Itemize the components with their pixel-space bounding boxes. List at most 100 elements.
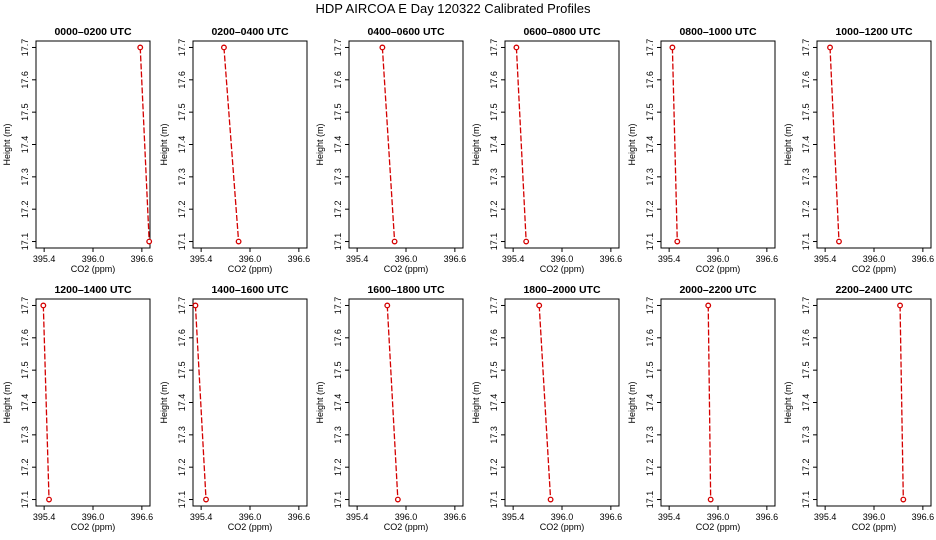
- y-tick-label: 17.6: [801, 329, 811, 347]
- panel-9: 1600–1800 UTC 395.4 396.0 396.6 17.1 17.2 17.3…: [315, 284, 466, 532]
- y-tick-label: 17.4: [489, 136, 499, 154]
- panel-3: 0400–0600 UTC 395.4 396.0 396.6 17.1 17.2 17.3…: [315, 26, 466, 274]
- y-tick-label: 17.4: [20, 136, 30, 154]
- x-axis-label: CO2 (ppm): [540, 264, 585, 274]
- x-tick-label: 396.6: [756, 254, 779, 264]
- y-tick-label: 17.2: [645, 200, 655, 218]
- data-point: [674, 238, 681, 245]
- y-tick-label: 17.7: [177, 39, 187, 57]
- y-tick-label: 17.3: [801, 168, 811, 186]
- y-tick-label: 17.4: [801, 136, 811, 154]
- profile-line: [223, 47, 240, 242]
- panel-title: 1400–1600 UTC: [211, 284, 288, 296]
- profile-line: [139, 47, 150, 242]
- panel-10: 1800–2000 UTC 395.4 396.0 396.6 17.1 17.2 17.3…: [471, 284, 622, 532]
- x-tick-label: 396.0: [863, 254, 886, 264]
- y-tick-label: 17.2: [177, 458, 187, 476]
- y-axis-label: Height (m): [783, 381, 793, 423]
- x-tick-label: 396.6: [288, 512, 311, 522]
- data-point: [146, 238, 153, 245]
- data-point: [669, 44, 676, 51]
- y-tick-label: 17.1: [489, 491, 499, 509]
- x-tick-label: 395.4: [33, 254, 56, 264]
- y-tick-label: 17.6: [801, 71, 811, 89]
- data-point: [523, 238, 530, 245]
- plot-frame: [660, 298, 776, 507]
- data-point: [220, 44, 227, 51]
- x-tick-label: 396.6: [444, 254, 467, 264]
- panel-title: 2200–2400 UTC: [835, 284, 912, 296]
- x-tick-label: 396.0: [82, 512, 105, 522]
- y-tick-label: 17.1: [333, 491, 343, 509]
- data-point: [900, 496, 907, 503]
- y-tick-label: 17.5: [801, 361, 811, 379]
- y-axis-label: Height (m): [159, 381, 169, 423]
- y-tick-label: 17.5: [801, 103, 811, 121]
- panels-grid: 0000–0200 UTC 395.4 396.0 396.6 17.1 17.2 17.3…: [2, 26, 934, 532]
- x-axis-label: CO2 (ppm): [71, 264, 116, 274]
- y-tick-label: 17.3: [20, 168, 30, 186]
- panel-title: 1600–1800 UTC: [367, 284, 444, 296]
- y-tick-label: 17.6: [333, 71, 343, 89]
- plot-frame: [504, 298, 620, 507]
- panel-title: 1800–2000 UTC: [523, 284, 600, 296]
- y-tick-label: 17.5: [20, 361, 30, 379]
- x-tick-label: 396.6: [912, 512, 935, 522]
- x-tick-label: 396.6: [756, 512, 779, 522]
- y-tick-label: 17.7: [489, 297, 499, 315]
- y-tick-label: 17.2: [20, 200, 30, 218]
- y-axis-label: Height (m): [159, 123, 169, 165]
- y-tick-label: 17.5: [333, 361, 343, 379]
- data-point: [705, 302, 712, 309]
- y-tick-label: 17.1: [801, 233, 811, 251]
- x-axis-label: CO2 (ppm): [852, 522, 897, 532]
- y-tick-label: 17.5: [489, 103, 499, 121]
- x-tick-label: 396.6: [600, 254, 623, 264]
- panel-2: 0200–0400 UTC 395.4 396.0 396.6 17.1 17.2 17.3…: [159, 26, 310, 274]
- panel-title: 0400–0600 UTC: [367, 26, 444, 38]
- x-tick-label: 395.4: [33, 512, 56, 522]
- x-tick-label: 396.6: [444, 512, 467, 522]
- data-point: [827, 44, 833, 51]
- x-axis-label: CO2 (ppm): [696, 522, 741, 532]
- data-point: [391, 238, 398, 245]
- y-tick-label: 17.6: [177, 71, 187, 89]
- y-tick-label: 17.2: [333, 458, 343, 476]
- panel-4: 0600–0800 UTC 395.4 396.0 396.6 17.1 17.2 17.3…: [471, 26, 622, 274]
- y-tick-label: 17.1: [177, 491, 187, 509]
- x-axis-label: CO2 (ppm): [71, 522, 116, 532]
- x-axis-label: CO2 (ppm): [384, 264, 429, 274]
- y-axis-label: Height (m): [2, 381, 12, 423]
- plot-frame: [35, 298, 151, 507]
- x-axis-label: CO2 (ppm): [228, 522, 273, 532]
- y-tick-label: 17.4: [489, 394, 499, 412]
- x-axis-label: CO2 (ppm): [696, 264, 741, 274]
- profile-line: [194, 305, 207, 500]
- x-tick-label: 396.0: [707, 254, 730, 264]
- y-tick-label: 17.7: [333, 39, 343, 57]
- panel-title: 0600–0800 UTC: [523, 26, 600, 38]
- y-tick-label: 17.4: [333, 136, 343, 154]
- panel-1: 0000–0200 UTC 395.4 396.0 396.6 17.1 17.2 17.3…: [2, 26, 153, 274]
- profile-line: [538, 305, 552, 500]
- y-axis-label: Height (m): [627, 123, 637, 165]
- y-tick-label: 17.7: [645, 39, 655, 57]
- y-tick-label: 17.6: [333, 329, 343, 347]
- x-tick-label: 396.6: [131, 512, 154, 522]
- x-tick-label: 395.4: [814, 512, 837, 522]
- data-point: [379, 44, 386, 51]
- y-tick-label: 17.7: [177, 297, 187, 315]
- x-tick-label: 395.4: [346, 512, 369, 522]
- panel-6: 1000–1200 UTC 395.4 396.0 396.6 17.1 17.2 17.3…: [783, 26, 934, 274]
- x-axis-label: CO2 (ppm): [228, 264, 273, 274]
- x-tick-label: 395.4: [346, 254, 369, 264]
- y-tick-label: 17.3: [489, 168, 499, 186]
- profile-line: [707, 305, 712, 500]
- y-tick-label: 17.7: [20, 297, 30, 315]
- x-tick-label: 396.0: [395, 512, 418, 522]
- y-tick-label: 17.4: [20, 394, 30, 412]
- y-tick-label: 17.1: [645, 491, 655, 509]
- y-tick-label: 17.1: [489, 233, 499, 251]
- y-tick-label: 17.7: [20, 39, 30, 57]
- y-tick-label: 17.6: [645, 329, 655, 347]
